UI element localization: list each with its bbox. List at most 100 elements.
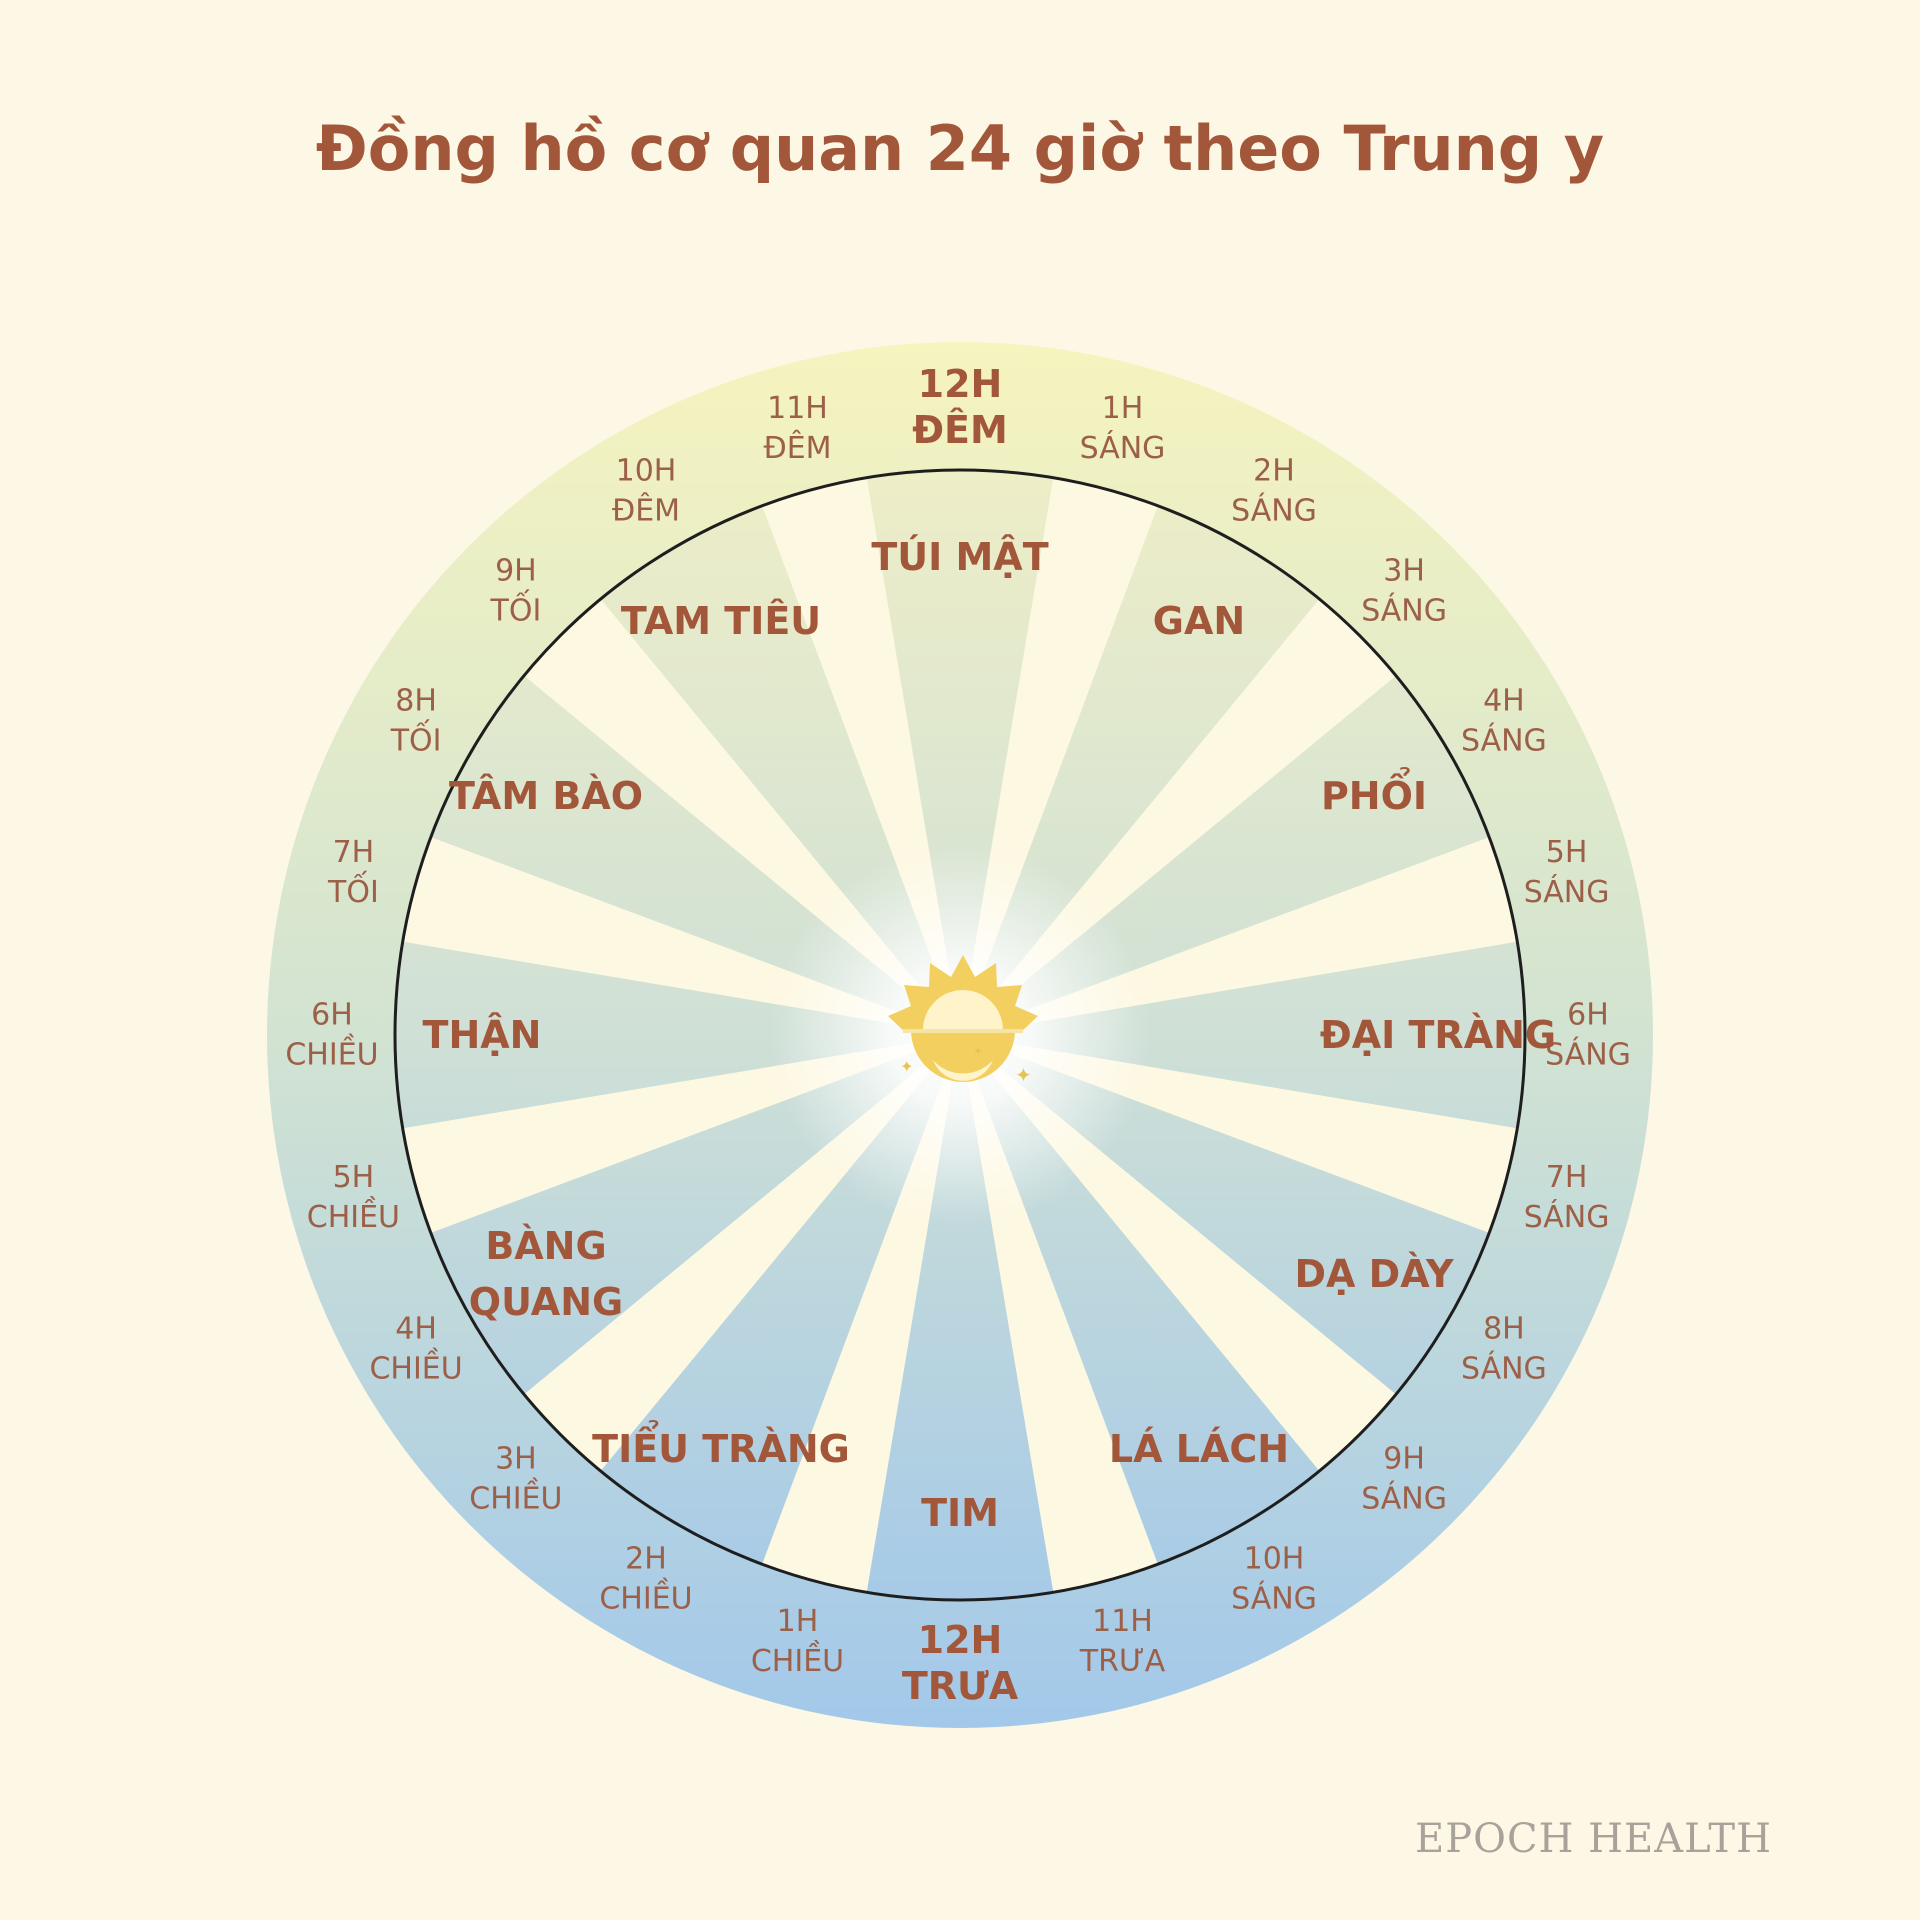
svg-text:3H: 3H [495, 1442, 537, 1477]
svg-text:CHIỀU: CHIỀU [285, 1034, 378, 1073]
svg-text:CHIỀU: CHIỀU [599, 1577, 692, 1616]
svg-text:SÁNG: SÁNG [1545, 1037, 1631, 1073]
svg-text:7H: 7H [333, 835, 375, 870]
page-title: Đồng hồ cơ quan 24 giờ theo Trung y [315, 112, 1605, 185]
svg-text:6H: 6H [311, 998, 353, 1033]
svg-text:9H: 9H [1383, 1442, 1425, 1477]
svg-text:TIỂU TRÀNG: TIỂU TRÀNG [592, 1421, 850, 1471]
svg-text:✦: ✦ [1015, 1063, 1032, 1087]
svg-text:✦: ✦ [973, 1044, 983, 1058]
svg-text:4H: 4H [1483, 684, 1525, 719]
svg-text:SÁNG: SÁNG [1461, 1351, 1547, 1387]
svg-text:1H: 1H [777, 1604, 819, 1639]
svg-text:SÁNG: SÁNG [1080, 430, 1166, 466]
svg-text:5H: 5H [333, 1160, 375, 1195]
svg-text:1H: 1H [1102, 391, 1144, 426]
svg-text:GAN: GAN [1153, 599, 1245, 643]
svg-text:TÚI MẬT: TÚI MẬT [871, 535, 1048, 579]
svg-text:5H: 5H [1546, 835, 1588, 870]
hour-label: 10H SÁNG [1231, 1541, 1317, 1616]
svg-text:TRƯA: TRƯA [1079, 1644, 1166, 1679]
svg-text:ĐÊM: ĐÊM [912, 408, 1008, 452]
hour-label: 1H SÁNG [1080, 391, 1166, 466]
hour-label: 11H TRƯA [1079, 1604, 1166, 1679]
svg-text:SÁNG: SÁNG [1231, 1580, 1317, 1616]
svg-text:SÁNG: SÁNG [1461, 723, 1547, 759]
organ-label: GAN [1153, 599, 1245, 643]
svg-text:ĐẠI TRÀNG: ĐẠI TRÀNG [1320, 1013, 1556, 1057]
svg-text:2H: 2H [1253, 454, 1295, 489]
svg-text:TỐI: TỐI [490, 588, 542, 628]
organ-label: PHỔI [1321, 768, 1427, 818]
svg-text:TÂM BÀO: TÂM BÀO [449, 774, 643, 818]
svg-text:QUANG: QUANG [469, 1280, 623, 1324]
svg-text:12H: 12H [918, 362, 1003, 406]
svg-text:10H: 10H [1244, 1541, 1305, 1576]
svg-text:ĐÊM: ĐÊM [612, 493, 680, 529]
svg-text:✦: ✦ [900, 1057, 913, 1076]
hour-label: 5H SÁNG [1524, 835, 1610, 910]
hour-label: 4H SÁNG [1461, 684, 1547, 759]
organ-label: DẠ DÀY [1294, 1252, 1453, 1296]
hour-label: 3H SÁNG [1361, 553, 1447, 628]
dial-border [393, 468, 1527, 1602]
hour-label: 6H SÁNG [1545, 998, 1631, 1073]
svg-text:TRƯA: TRƯA [902, 1664, 1019, 1708]
sun-moon-icon: ✦ ✦ ✦ [888, 955, 1038, 1087]
svg-text:11H: 11H [767, 391, 828, 426]
svg-text:TỐI: TỐI [390, 719, 442, 759]
svg-text:THẬN: THẬN [423, 1013, 542, 1057]
brand-logo: EPOCH HEALTH [1415, 1816, 1772, 1862]
svg-text:3H: 3H [1383, 553, 1425, 588]
svg-text:CHIỀU: CHIỀU [307, 1196, 400, 1235]
svg-text:SÁNG: SÁNG [1524, 874, 1610, 910]
svg-text:PHỔI: PHỔI [1321, 768, 1427, 818]
organ-label: ĐẠI TRÀNG [1320, 1013, 1556, 1057]
svg-text:SÁNG: SÁNG [1361, 592, 1447, 628]
organ-label: BÀNG QUANG [469, 1224, 623, 1324]
svg-text:12H: 12H [918, 1618, 1003, 1662]
svg-text:TỐI: TỐI [327, 870, 379, 910]
hour-label: 8H SÁNG [1461, 1312, 1547, 1387]
hour-label: 7H SÁNG [1524, 1160, 1610, 1235]
organ-label: TÚI MẬT [871, 535, 1048, 579]
organ-label: TÂM BÀO [449, 774, 643, 818]
svg-text:SÁNG: SÁNG [1231, 493, 1317, 529]
svg-text:ĐÊM: ĐÊM [763, 430, 831, 466]
hour-label: 11H ĐÊM [763, 391, 831, 466]
hour-label: 2H SÁNG [1231, 454, 1317, 529]
svg-text:SÁNG: SÁNG [1361, 1481, 1447, 1517]
organ-label: TIỂU TRÀNG [592, 1421, 850, 1471]
organ-label: TIM [921, 1491, 999, 1535]
svg-text:8H: 8H [395, 684, 437, 719]
svg-text:SÁNG: SÁNG [1524, 1199, 1610, 1235]
svg-text:6H: 6H [1567, 998, 1609, 1033]
svg-text:8H: 8H [1483, 1312, 1525, 1347]
svg-text:TAM TIÊU: TAM TIÊU [621, 599, 821, 643]
svg-text:CHIỀU: CHIỀU [469, 1478, 562, 1517]
svg-text:9H: 9H [495, 553, 537, 588]
svg-text:CHIỀU: CHIỀU [751, 1640, 844, 1679]
svg-text:11H: 11H [1092, 1604, 1153, 1639]
svg-text:7H: 7H [1546, 1160, 1588, 1195]
svg-text:LÁ LÁCH: LÁ LÁCH [1109, 1427, 1289, 1471]
svg-text:TIM: TIM [921, 1491, 999, 1535]
hour-label: 9H SÁNG [1361, 1442, 1447, 1517]
svg-text:10H: 10H [616, 454, 677, 489]
svg-text:2H: 2H [625, 1541, 667, 1576]
organ-label: TAM TIÊU [621, 599, 821, 643]
svg-text:BÀNG: BÀNG [485, 1224, 606, 1268]
organ-label: THẬN [423, 1013, 542, 1057]
svg-text:DẠ DÀY: DẠ DÀY [1294, 1252, 1453, 1296]
